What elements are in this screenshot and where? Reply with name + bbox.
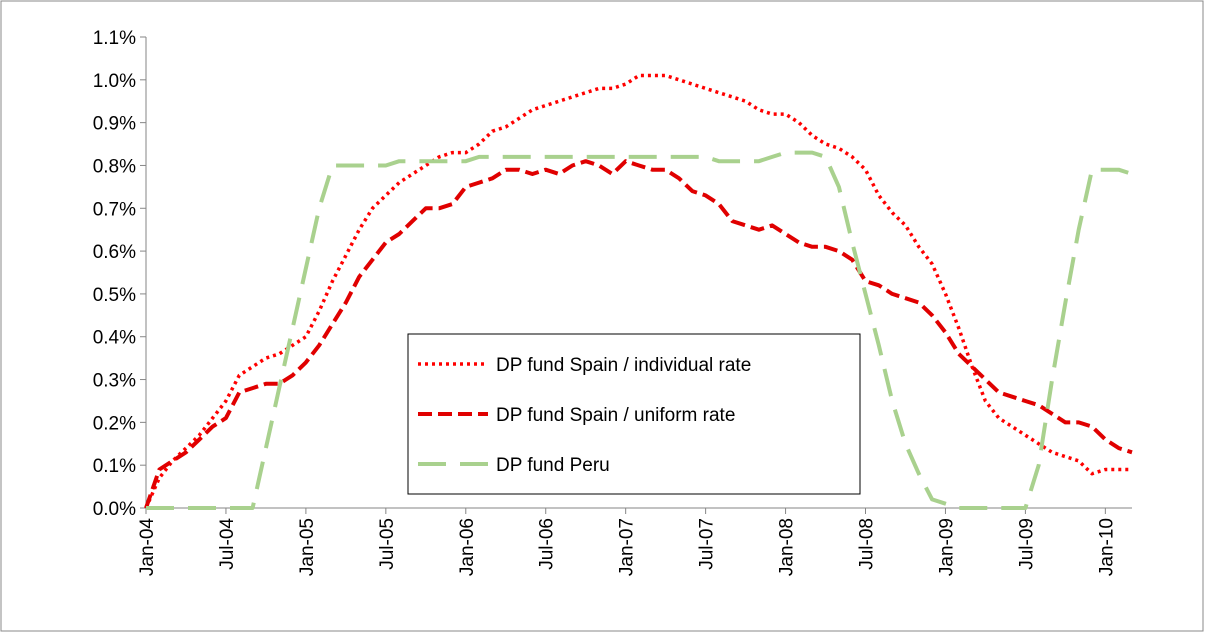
y-tick-label: 0.4%	[93, 328, 136, 349]
y-tick-label: 0.8%	[93, 156, 136, 177]
x-tick-label: Jan-07	[617, 518, 638, 576]
x-tick-label: Jul-04	[217, 518, 238, 570]
x-tick-label: Jan-04	[137, 518, 158, 577]
y-tick-label: 1.0%	[93, 71, 136, 92]
x-tick-label: Jan-06	[457, 518, 478, 576]
x-tick-label: Jul-05	[377, 518, 398, 570]
x-tick-label: Jul-09	[1016, 518, 1037, 570]
y-tick-label: 1.1%	[93, 28, 136, 49]
series-line	[144, 73, 1132, 509]
series-line	[144, 159, 1133, 509]
y-tick-label: 0.0%	[93, 499, 136, 520]
legend-label: DP fund Spain / uniform rate	[496, 405, 735, 426]
x-tick-label: Jan-08	[777, 518, 798, 576]
x-tick-label: Jul-07	[697, 518, 718, 570]
legend-label: DP fund Peru	[496, 455, 610, 476]
y-tick-label: 0.5%	[93, 285, 136, 306]
legend-label: DP fund Spain / individual rate	[496, 355, 751, 376]
x-tick-label: Jan-09	[936, 518, 957, 576]
y-tick-label: 0.7%	[93, 199, 136, 220]
x-tick-label: Jul-08	[857, 518, 878, 570]
y-tick-label: 0.3%	[93, 371, 136, 392]
series-line	[146, 150, 1133, 510]
y-tick-label: 0.1%	[93, 456, 136, 477]
y-tick-label: 0.9%	[93, 114, 136, 135]
y-tick-label: 0.2%	[93, 413, 136, 434]
x-tick-label: Jan-05	[297, 518, 318, 576]
x-tick-label: Jul-06	[537, 518, 558, 570]
y-tick-label: 0.6%	[93, 242, 136, 263]
x-tick-label: Jan-10	[1096, 518, 1117, 576]
